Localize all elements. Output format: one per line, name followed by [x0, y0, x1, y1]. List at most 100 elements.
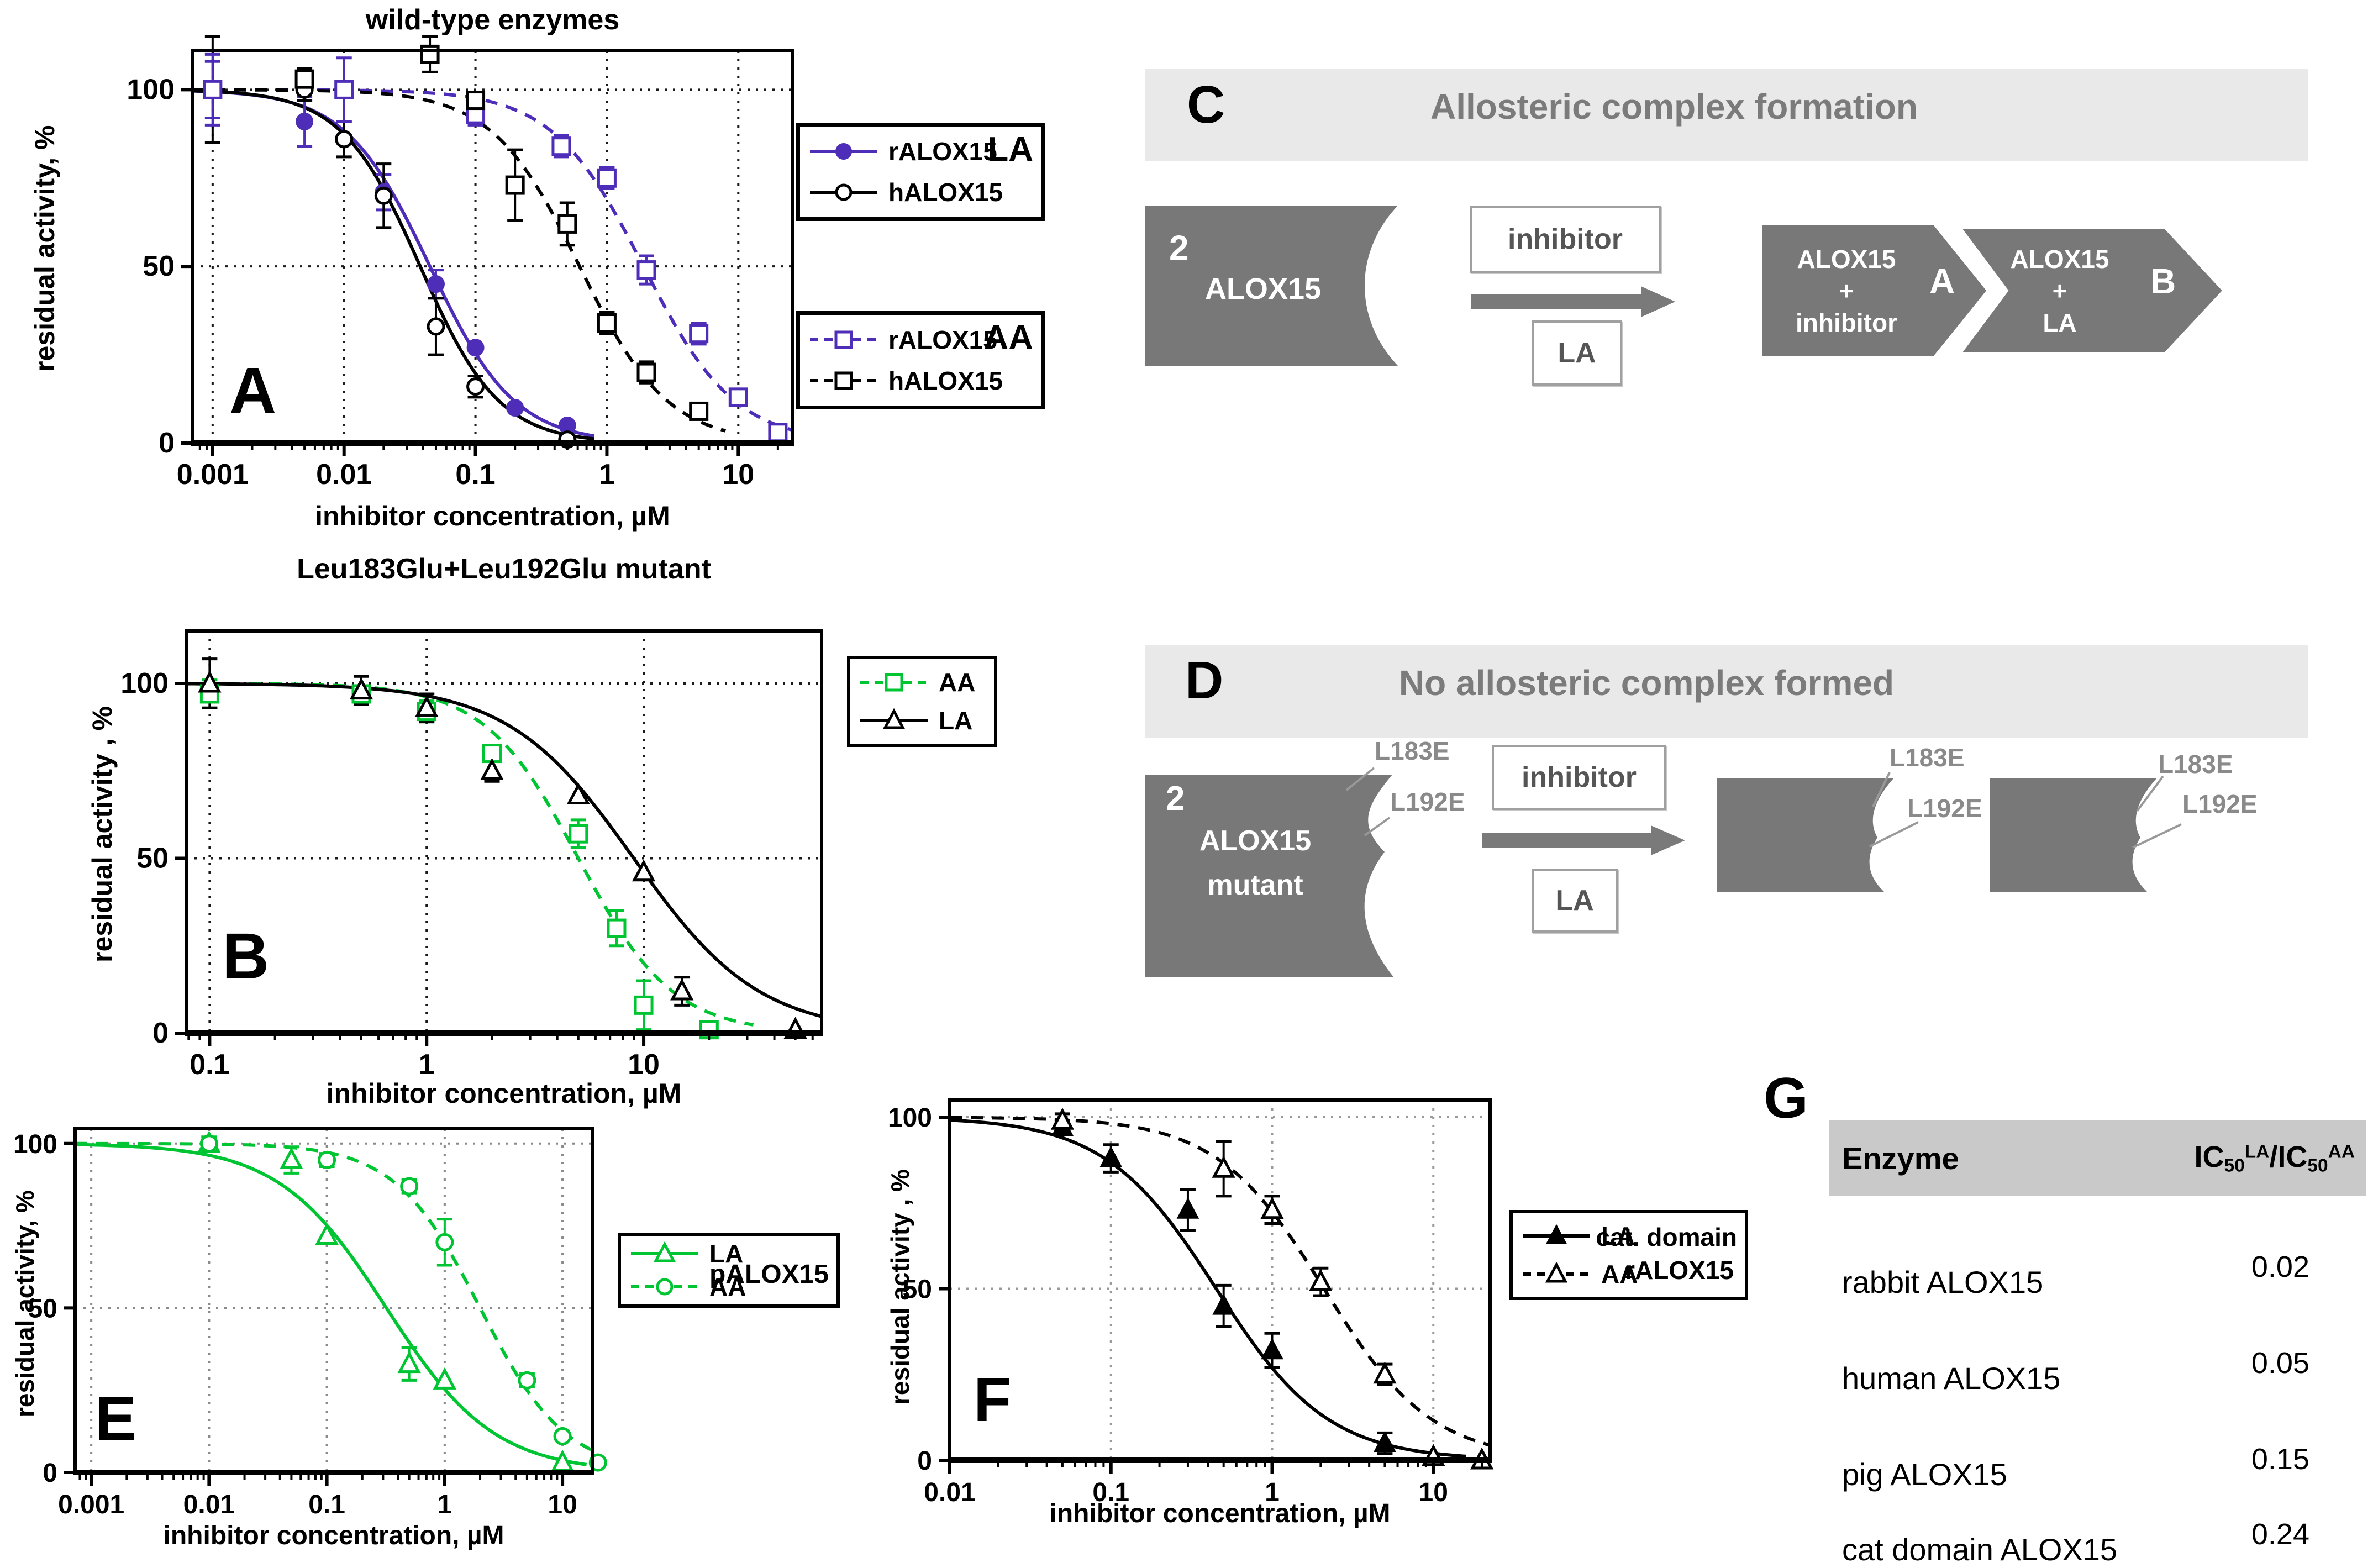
panel-b-ylabel: residual activity , %	[87, 706, 118, 963]
svg-text:1: 1	[419, 1049, 435, 1081]
panel-d-letter: D	[1185, 651, 1224, 710]
c-reactant-coefficient: 2	[1169, 228, 1189, 268]
svg-text:1: 1	[599, 459, 615, 491]
svg-text:50: 50	[136, 842, 169, 874]
legend-label: LA	[939, 706, 973, 735]
svg-text:50: 50	[143, 250, 175, 282]
legend-label: rALOX15	[888, 137, 997, 166]
svg-text:0.1: 0.1	[455, 459, 495, 491]
legend-item-ralox15: rALOX15	[808, 136, 1003, 167]
d-reactant-coefficient: 2	[1166, 780, 1185, 818]
d-inhibitor-box: inhibitor	[1492, 745, 1666, 810]
legend-a-aa: rALOX15 hALOX15 AA	[796, 311, 1045, 409]
table-row-value: 0.24	[2251, 1518, 2309, 1551]
c-la-box-label: LA	[1558, 337, 1596, 369]
legend-label: rALOX15	[888, 325, 997, 355]
svg-text:0.1: 0.1	[308, 1490, 345, 1519]
panel-f-xlabel: inhibitor concentration, µM	[1049, 1499, 1391, 1528]
legend-label: hALOX15	[888, 177, 1003, 207]
d-la-box: LA	[1532, 869, 1618, 933]
legend-item-halox15: hALOX15	[808, 177, 1003, 208]
svg-text:0.01: 0.01	[316, 459, 372, 491]
svg-text:10: 10	[1419, 1478, 1448, 1507]
svg-text:0: 0	[43, 1459, 57, 1488]
legend-item-aa: AA	[1520, 1259, 1638, 1290]
c-product-a-line2: +	[1839, 276, 1854, 306]
panel-a-title: wild-type enzymes	[365, 4, 620, 36]
legend-f-items: LA AA	[1520, 1213, 1638, 1297]
panel-c-shapes	[1145, 206, 2232, 366]
legend-item-la: LA	[858, 705, 975, 736]
complex-b-shape	[1949, 222, 2232, 359]
c-product-a-line3: inhibitor	[1796, 308, 1897, 337]
panel-d-shapes	[1145, 767, 2182, 977]
panel-e-letter: E	[95, 1384, 136, 1453]
legend-label: AA	[709, 1272, 746, 1301]
svg-text:50: 50	[903, 1275, 932, 1304]
mutant-dimer-shape	[1145, 775, 1393, 977]
leader-line	[1364, 817, 1391, 836]
leader-line	[2136, 775, 2164, 812]
square-open-dashed-sample-icon	[860, 673, 928, 692]
svg-text:10: 10	[628, 1049, 660, 1081]
panel-b-xlabel: inhibitor concentration, µM	[326, 1078, 682, 1109]
legend-item-ralox15: rALOX15	[808, 324, 1003, 355]
svg-text:0.001: 0.001	[58, 1490, 124, 1519]
svg-text:0.001: 0.001	[177, 459, 249, 491]
d-monomer2-l192e: L192E	[2182, 790, 2258, 818]
legend-a-la-items: rALOX15 hALOX15	[808, 127, 1003, 217]
svg-text:10: 10	[548, 1490, 577, 1519]
legend-item-aa: AA	[858, 667, 975, 698]
c-product-b-text: ALOX15 + LA	[1960, 228, 2159, 355]
c-product-b-line3: LA	[2043, 308, 2077, 337]
panel-a-ylabel: residual activity, %	[29, 125, 60, 372]
c-product-b-tag: B	[2150, 261, 2176, 301]
panel-g-letter: G	[1764, 1066, 1808, 1130]
legend-a-aa-corner: AA	[983, 319, 1033, 357]
panel-b-title: Leu183Glu+Leu192Glu mutant	[297, 553, 711, 585]
table-row-enzyme: pig ALOX15	[1842, 1457, 2007, 1492]
c-product-a-text: ALOX15 + inhibitor	[1764, 228, 1929, 355]
table-row-value: 0.05	[2251, 1346, 2309, 1380]
table-row-enzyme: human ALOX15	[1842, 1361, 2061, 1396]
table-row-value: 0.02	[2251, 1250, 2309, 1283]
svg-text:1: 1	[437, 1490, 452, 1519]
d-inhibitor-box-label: inhibitor	[1522, 761, 1637, 793]
c-product-a-tag: A	[1929, 261, 1955, 301]
panel-f-letter: F	[974, 1365, 1012, 1434]
svg-text:100: 100	[13, 1130, 57, 1159]
legend-e: LA AA pALOX15	[618, 1233, 840, 1308]
svg-text:0: 0	[152, 1017, 169, 1049]
legend-f-side-label-1: cat. domain	[1596, 1223, 1737, 1251]
d-mutation-l183e: L183E	[1375, 736, 1450, 765]
mutant-monomer-2	[1990, 778, 2157, 892]
table-row-enzyme: rabbit ALOX15	[1842, 1265, 2044, 1299]
c-product-b-line1: ALOX15	[2010, 244, 2109, 273]
legend-label: LA	[1601, 1222, 1635, 1250]
d-la-box-label: LA	[1555, 885, 1594, 917]
svg-text:0: 0	[159, 427, 175, 459]
d-reactant-label2: mutant	[1207, 869, 1303, 901]
legend-e-items: LA AA	[629, 1236, 746, 1304]
mutant-monomer-1	[1717, 778, 1894, 892]
table-header-ratio: IC50LA/IC50AA	[2194, 1140, 2355, 1176]
reaction-arrow-head	[1641, 286, 1675, 317]
panel-e-xlabel: inhibitor concentration, µM	[163, 1521, 504, 1550]
table-row-value: 0.15	[2251, 1443, 2309, 1476]
panel-c-title: Allosteric complex formation	[1430, 87, 1918, 127]
legend-b-items: AA LA	[858, 659, 975, 744]
legend-a-aa-items: rALOX15 hALOX15	[808, 315, 1003, 406]
legend-label: hALOX15	[888, 366, 1003, 395]
triangle-open-dashed-sample-icon	[1523, 1261, 1590, 1283]
square-open-dashed-sample-icon	[810, 330, 877, 349]
legend-b: AA LA	[847, 656, 997, 747]
svg-text:0.1: 0.1	[190, 1049, 229, 1081]
panel-c-letter: C	[1187, 75, 1225, 134]
alox15-dimer-shape	[1145, 206, 1398, 366]
legend-item-halox15: hALOX15	[808, 365, 1003, 396]
circle-open-dashed-sample-icon	[631, 1278, 698, 1296]
reaction-arrow-shaft	[1482, 833, 1651, 848]
leader-line	[2132, 823, 2182, 849]
